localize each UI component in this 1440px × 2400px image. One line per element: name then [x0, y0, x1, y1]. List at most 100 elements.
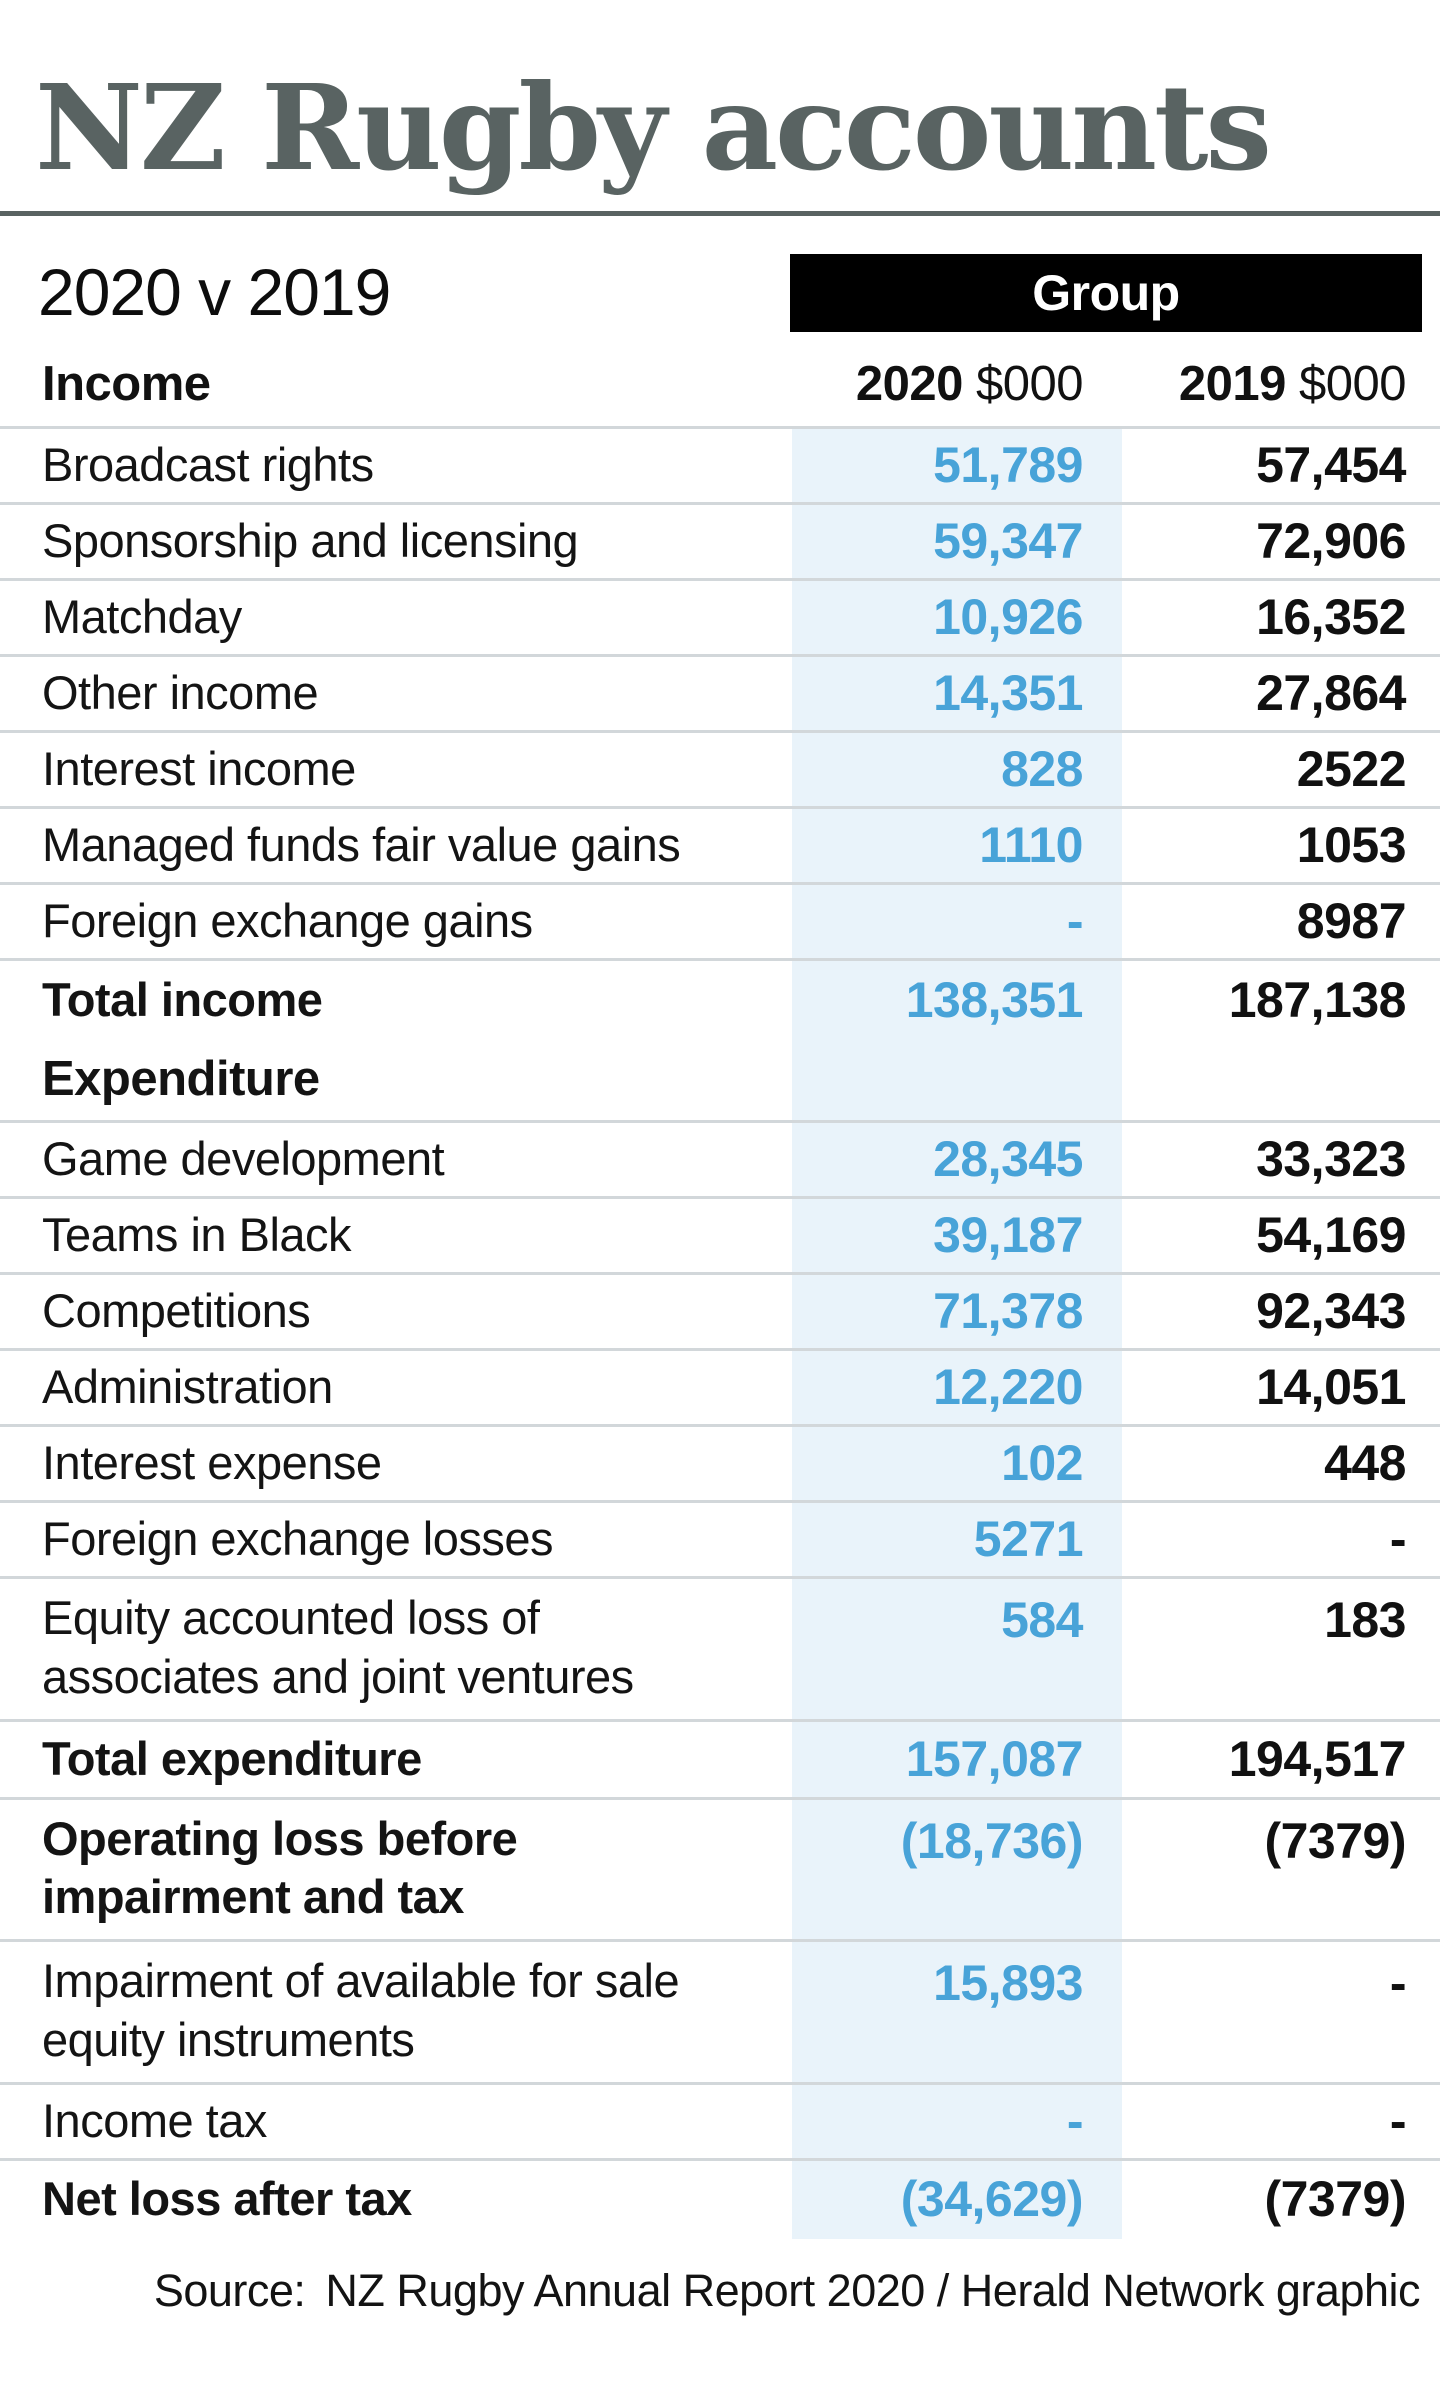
row-label-line1: Impairment of available for sale	[42, 1954, 680, 2008]
table-row: Broadcast rights 51,789 57,454	[0, 429, 1440, 506]
row-label-line1: Other income	[42, 666, 319, 720]
table-row: Interest expense 102 448	[0, 1427, 1440, 1504]
row-label: Total income	[0, 971, 803, 1030]
year-2020-label: 2020	[855, 357, 964, 412]
row-value-2020: 157,087	[905, 1730, 1084, 1787]
row-label-line1: Total expenditure	[42, 1731, 422, 1785]
table-rows: Broadcast rights 51,789 57,454 Sponsorsh…	[0, 429, 1440, 2239]
row-label-line1: Managed funds fair value gains	[42, 818, 681, 872]
row-label-line1: Broadcast rights	[42, 438, 374, 492]
row-value-2019: (7379)	[1264, 1812, 1406, 1869]
table-row: Total income 138,351 187,138	[0, 961, 1440, 1039]
page-title: NZ Rugby accounts	[35, 58, 1272, 197]
table-row: Sponsorship and licensing 59,347 72,906	[0, 505, 1440, 582]
row-value-2019: 72,906	[1256, 513, 1406, 570]
row-label: Sponsorship and licensing	[0, 512, 803, 571]
row-label-line1: Operating loss before	[42, 1811, 518, 1865]
row-label: Total expenditure	[0, 1730, 803, 1789]
table-row: Expenditure	[0, 1039, 1440, 1124]
row-label: Teams in Black	[0, 1206, 803, 1265]
unit-2020-label: $000	[975, 357, 1084, 412]
source-text: NZ Rugby Annual Report 2020 / Herald Net…	[325, 2264, 1420, 2316]
row-value-2020: 51,789	[933, 437, 1083, 494]
row-value-2020: 5271	[973, 1511, 1084, 1568]
row-value-2020: -	[1066, 2092, 1084, 2149]
row-value-2019: 2522	[1296, 741, 1407, 798]
row-value-2020: 102	[1001, 1435, 1083, 1492]
row-label-line1: Matchday	[42, 590, 242, 644]
row-value-2020: 138,351	[905, 971, 1084, 1028]
row-value-2020: 12,220	[933, 1359, 1083, 1416]
table-row: Managed funds fair value gains 1110 1053	[0, 809, 1440, 886]
row-value-2019: -	[1389, 2092, 1407, 2149]
row-value-2020: 28,345	[933, 1131, 1083, 1188]
row-value-2019: 448	[1324, 1435, 1406, 1492]
row-value-2019: 54,169	[1256, 1207, 1406, 1264]
row-value-2020: 828	[1001, 741, 1083, 798]
row-label: Administration	[0, 1358, 803, 1417]
row-label: Game development	[0, 1130, 803, 1189]
row-value-2020: 71,378	[933, 1283, 1083, 1340]
row-value-2019: 8987	[1296, 893, 1407, 950]
row-label-line1: Income tax	[42, 2093, 267, 2147]
row-value-2019: 1053	[1296, 817, 1407, 874]
row-value-2019: -	[1389, 1955, 1407, 2012]
row-label-line1: Expenditure	[42, 1051, 320, 1106]
table-row: Total expenditure 157,087 194,517	[0, 1722, 1440, 1800]
table-row: Net loss after tax (34,629) (7379)	[0, 2161, 1440, 2239]
row-label: Matchday	[0, 588, 803, 647]
title-rule	[0, 211, 1440, 217]
row-label-line1: Interest income	[42, 742, 356, 796]
row-value-2019: 33,323	[1256, 1131, 1406, 1188]
row-value-2020: 1110	[979, 817, 1083, 874]
row-label-line2: associates and joint ventures	[42, 1649, 634, 1703]
table-row: Teams in Black 39,187 54,169	[0, 1199, 1440, 1276]
row-label: Interest expense	[0, 1434, 803, 1493]
row-value-2020: -	[1066, 893, 1084, 950]
row-label: Competitions	[0, 1282, 803, 1341]
table-row: Administration 12,220 14,051	[0, 1351, 1440, 1428]
table-row: Competitions 71,378 92,343	[0, 1275, 1440, 1352]
row-label-line1: Administration	[42, 1360, 333, 1414]
row-label: Foreign exchange gains	[0, 892, 803, 951]
row-value-2019: 92,343	[1256, 1283, 1406, 1340]
row-value-2019: 14,051	[1256, 1359, 1406, 1416]
table-row: Other income 14,351 27,864	[0, 657, 1440, 734]
table-row: Matchday 10,926 16,352	[0, 581, 1440, 658]
row-label: Operating loss before impairment and tax	[0, 1810, 803, 1928]
row-label: Foreign exchange losses	[0, 1510, 803, 1569]
unit-2019-label: $000	[1298, 357, 1407, 412]
row-label-line1: Game development	[42, 1132, 445, 1186]
row-value-2019: 16,352	[1256, 589, 1406, 646]
row-label-line1: Foreign exchange gains	[42, 894, 533, 948]
row-label: Impairment of available for sale equity i…	[0, 1952, 803, 2070]
table-row: Game development 28,345 33,323	[0, 1123, 1440, 1200]
row-value-2020: (18,736)	[900, 1812, 1084, 1869]
source-label: Source:	[153, 2264, 306, 2316]
row-label: Income tax	[0, 2092, 803, 2151]
source-line: Source: NZ Rugby Annual Report 2020 / Her…	[0, 2265, 1440, 2317]
column-header-row: Income 2020 $000 2019 $000	[0, 356, 1440, 426]
row-label: Managed funds fair value gains	[0, 816, 803, 875]
row-label-line1: Foreign exchange losses	[42, 1512, 554, 1566]
row-label-line1: Competitions	[42, 1284, 311, 1338]
row-value-2019: 183	[1324, 1592, 1406, 1649]
table-row: Foreign exchange gains - 8987	[0, 885, 1440, 962]
table-row: Equity accounted loss of associates and j…	[0, 1579, 1440, 1722]
row-label-line1: Net loss after tax	[42, 2172, 412, 2226]
group-badge: Group	[790, 254, 1422, 333]
table-row: Income tax - -	[0, 2085, 1440, 2161]
row-value-2020: 584	[1001, 1592, 1083, 1649]
row-value-2019: (7379)	[1264, 2171, 1406, 2228]
column-header-2020: 2020 $000	[803, 356, 1084, 412]
row-label-line1: Interest expense	[42, 1436, 382, 1490]
table-row: Interest income 828 2522	[0, 733, 1440, 810]
comparison-subtitle: 2020 v 2019	[38, 255, 391, 330]
table-row: Operating loss before impairment and tax …	[0, 1800, 1440, 1943]
row-value-2020: 14,351	[933, 665, 1083, 722]
row-label-line1: Equity accounted loss of	[42, 1591, 540, 1645]
year-2019-label: 2019	[1178, 357, 1287, 412]
row-label-line1: Total income	[42, 972, 323, 1026]
column-header-2019: 2019 $000	[1106, 356, 1407, 412]
